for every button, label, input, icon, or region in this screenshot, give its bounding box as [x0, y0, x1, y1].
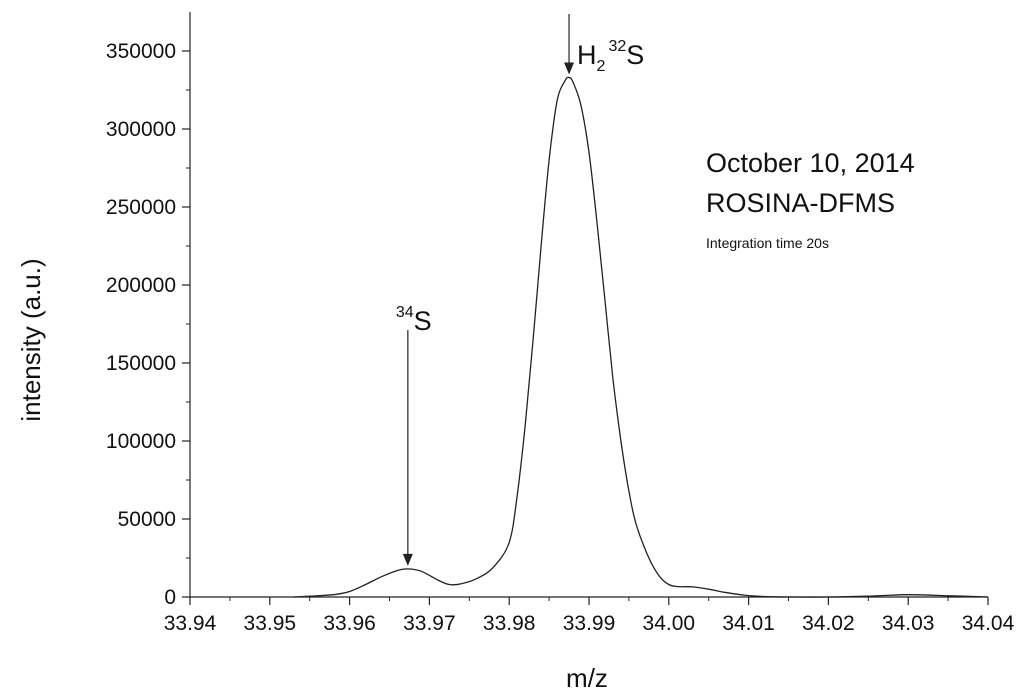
x-tick-label: 34.02: [802, 612, 855, 635]
peak-label: H232S: [577, 38, 644, 75]
annotation-date: October 10, 2014: [706, 148, 915, 178]
x-tick-label: 34.04: [962, 612, 1015, 635]
plot-frame: 33.94 33.95 33.96 33.97 33.98 33.99 34.00 34.01…: [106, 12, 1015, 635]
x-tick-label: 33.97: [403, 612, 456, 635]
annotation-layer: October 10, 2014 ROSINA-DFMS Integration…: [396, 14, 915, 566]
x-tick-label: 34.01: [722, 612, 775, 635]
x-tick-label: 34.03: [882, 612, 935, 635]
x-tick-label: 33.96: [323, 612, 376, 635]
annotation-instrument: ROSINA-DFMS: [706, 188, 895, 218]
y-tick-label: 150000: [106, 352, 176, 375]
y-tick-label: 50000: [118, 508, 176, 531]
y-axis-title: intensity (a.u.): [16, 258, 46, 421]
peak-label: 34S: [396, 304, 432, 336]
peak-arrowhead: [564, 63, 574, 75]
y-tick-label: 200000: [106, 274, 176, 297]
x-tick-label: 33.95: [244, 612, 297, 635]
y-tick-label: 300000: [106, 118, 176, 141]
x-tick-label: 33.98: [483, 612, 536, 635]
x-tick-label: 34.00: [643, 612, 696, 635]
annotation-integration: Integration time 20s: [706, 235, 829, 251]
y-tick-label: 250000: [106, 196, 176, 219]
y-tick-label: 100000: [106, 430, 176, 453]
x-axis-title: m/z: [566, 663, 608, 692]
y-tick-label: 350000: [106, 40, 176, 63]
peak-arrowhead: [403, 554, 413, 566]
y-tick-label: 0: [164, 586, 176, 609]
x-tick-label: 33.99: [563, 612, 616, 635]
x-tick-label: 33.94: [164, 612, 217, 635]
